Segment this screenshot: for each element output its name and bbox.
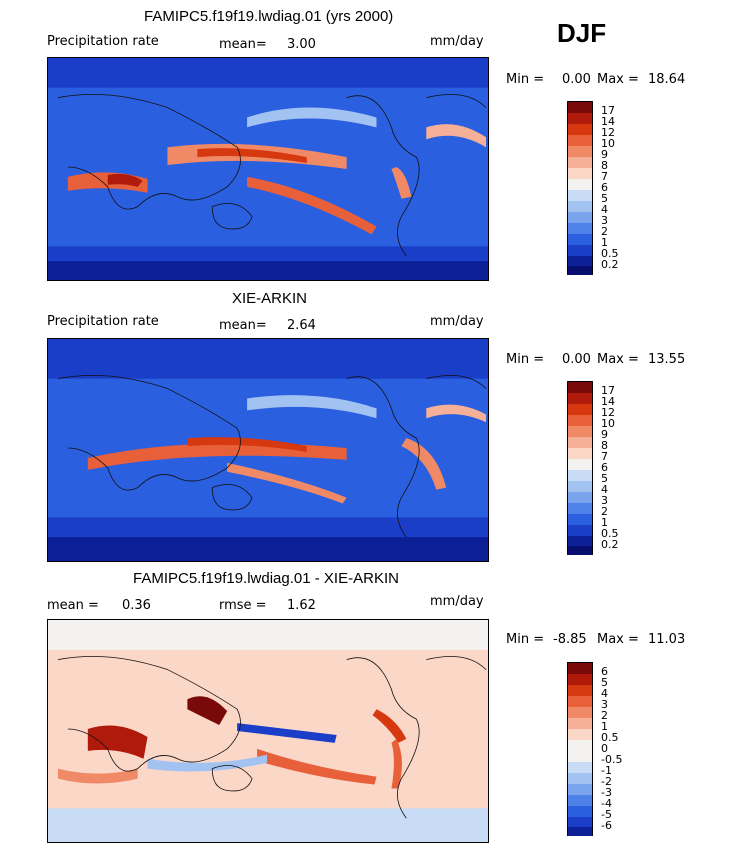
panel1-tick: 4 [601,203,608,216]
panel3-tick: 5 [601,676,608,689]
panel3-tick: 2 [601,709,608,722]
panel2-variable-label: Precipitation rate [47,314,159,329]
panel1-mean-value: 3.00 [287,37,316,52]
panel3-mean-value: 0.36 [122,598,151,613]
panel2-colorbar [567,381,593,555]
panel2-tick: 2 [601,505,608,518]
panel3-max-value: 11.03 [648,632,686,647]
panel1-tick: 8 [601,159,608,172]
panel2-tick: 8 [601,439,608,452]
panel1-title: FAMIPC5.f19f19.lwdiag.01 (yrs 2000) [144,8,394,25]
panel3-title: FAMIPC5.f19f19.lwdiag.01 - XIE-ARKIN [133,570,399,587]
panel3-tick: 3 [601,698,608,711]
panel2-tick: 10 [601,417,615,430]
panel1-tick: 14 [601,115,615,128]
panel3-min-value: -8.85 [553,632,587,647]
panel3-tick: 0.5 [601,731,619,744]
panel3-tick: -4 [601,797,612,810]
panel1-tick: 9 [601,148,608,161]
panel2-tick: 5 [601,472,608,485]
panel1-units: mm/day [430,34,484,49]
season-label: DJF [557,18,607,48]
panel3-tick: -3 [601,786,612,799]
panel2-mean-value: 2.64 [287,318,316,333]
panel3-tick: 6 [601,665,608,678]
panel1-max-label: Max = [597,72,639,87]
panel1-tick: 10 [601,137,615,150]
panel2-tick: 17 [601,384,615,397]
panel2-tick: 4 [601,483,608,496]
panel2-tick: 7 [601,450,608,463]
panel1-tick: 0.2 [601,258,619,271]
panel1-tick: 5 [601,192,608,205]
panel1-tick: 0.5 [601,247,619,260]
panel2-tick: 1 [601,516,608,529]
panel2-max-label: Max = [597,352,639,367]
panel1-min-value: 0.00 [562,72,591,87]
panel1-tick: 17 [601,104,615,117]
panel2-tick: 0.5 [601,527,619,540]
panel2-mean-label: mean= [219,318,267,333]
panel1-min-label: Min = [506,72,545,87]
panel3-tick: 0 [601,742,608,755]
panel1-tick: 1 [601,236,608,249]
panel2-map [47,338,489,562]
panel3-min-label: Min = [506,632,545,647]
panel2-units: mm/day [430,314,484,329]
panel1-tick: 3 [601,214,608,227]
panel3-units: mm/day [430,594,484,609]
panel2-tick: 3 [601,494,608,507]
panel1-tick: 7 [601,170,608,183]
panel1-max-value: 18.64 [648,72,686,87]
panel1-variable-label: Precipitation rate [47,34,159,49]
panel1-map [47,57,489,281]
panel2-tick: 9 [601,428,608,441]
panel3-tick: -1 [601,764,612,777]
panel3-tick: -6 [601,819,612,832]
panel1-colorbar [567,101,593,275]
panel3-map [47,619,489,843]
panel3-rmse-label: rmse = [219,598,267,613]
panel2-tick: 14 [601,395,615,408]
panel2-min-value: 0.00 [562,352,591,367]
panel3-tick: 4 [601,687,608,700]
panel3-tick: 1 [601,720,608,733]
panel3-max-label: Max = [597,632,639,647]
panel1-tick: 6 [601,181,608,194]
panel2-tick: 12 [601,406,615,419]
panel3-tick: -5 [601,808,612,821]
panel2-max-value: 13.55 [648,352,686,367]
panel2-tick: 6 [601,461,608,474]
panel3-rmse-value: 1.62 [287,598,316,613]
panel1-tick: 2 [601,225,608,238]
panel3-tick: -0.5 [601,753,623,766]
panel3-tick: -2 [601,775,612,788]
panel1-tick: 12 [601,126,615,139]
panel1-mean-label: mean= [219,37,267,52]
panel2-tick: 0.2 [601,538,619,551]
panel3-colorbar [567,662,593,836]
panel2-min-label: Min = [506,352,545,367]
panel3-mean-label: mean = [47,598,99,613]
panel2-title: XIE-ARKIN [232,290,308,307]
